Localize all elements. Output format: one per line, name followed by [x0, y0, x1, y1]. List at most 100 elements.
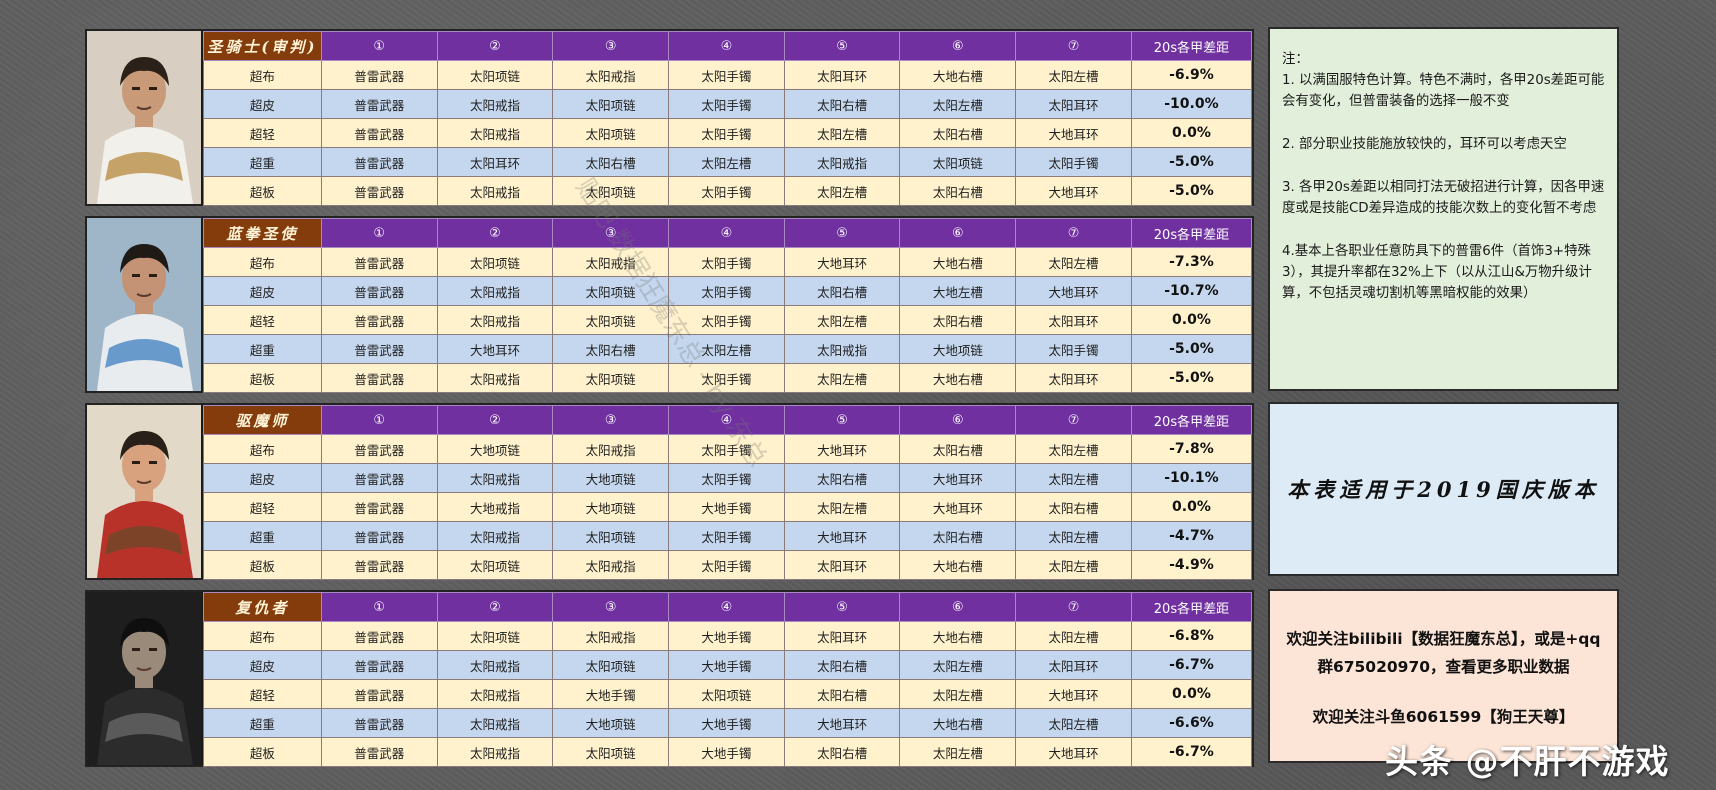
diff-value: -5.0% — [1130, 176, 1253, 206]
slot-header: ③ — [552, 218, 670, 248]
equipment-cell: 太阳耳环 — [436, 147, 554, 177]
table-row: 超板 普雷武器 太阳戒指 太阳项链 大地手镯 太阳右槽 太阳左槽 大地耳环 -6.7% — [203, 737, 1253, 767]
slot-header: ② — [436, 405, 554, 435]
table-row: 超布 普雷武器 太阳项链 太阳戒指 太阳手镯 大地耳环 大地右槽 太阳左槽 -7.3% — [203, 247, 1253, 277]
equipment-cell: 太阳项链 — [436, 60, 554, 90]
armor-type: 超板 — [203, 176, 322, 206]
diff-header: 20s各甲差距 — [1130, 405, 1253, 435]
slot-header: ④ — [668, 592, 785, 622]
equipment-cell: 大地耳环 — [1015, 176, 1132, 206]
equipment-cell: 大地耳环 — [1015, 118, 1132, 148]
equipment-cell: 大地耳环 — [899, 463, 1017, 493]
diff-value: -6.7% — [1130, 650, 1253, 680]
equipment-cell: 太阳项链 — [552, 363, 670, 393]
armor-type: 超轻 — [203, 492, 322, 522]
equipment-cell: 太阳右槽 — [783, 276, 901, 306]
equipment-cell: 太阳左槽 — [1015, 463, 1132, 493]
equipment-cell: 大地右槽 — [899, 60, 1017, 90]
equipment-cell: 太阳项链 — [552, 737, 670, 767]
diff-value: -6.8% — [1130, 621, 1253, 651]
equipment-cell: 大地手镯 — [668, 737, 785, 767]
slot-header: ⑤ — [783, 31, 901, 61]
slot-header: ⑥ — [899, 592, 1017, 622]
equipment-cell: 太阳左槽 — [899, 679, 1017, 709]
equipment-table: 圣骑士(审判) ① ② ③ ④ ⑤ ⑥ ⑦ 20s各甲差距 超布 普雷武器 太阳项链 太阳戒指 太阳手镯太… — [203, 31, 1253, 206]
equipment-cell: 普雷武器 — [320, 276, 438, 306]
equipment-cell: 太阳左槽 — [783, 363, 901, 393]
diff-value: -6.7% — [1130, 737, 1253, 767]
slot-header: ⑤ — [783, 218, 901, 248]
equipment-cell: 大地项链 — [436, 434, 554, 464]
equipment-cell: 太阳手镯 — [1015, 334, 1132, 364]
equipment-cell: 大地项链 — [552, 463, 670, 493]
slot-header: ① — [320, 218, 438, 248]
equipment-cell: 普雷武器 — [320, 492, 438, 522]
table-row: 超皮 普雷武器 太阳戒指 太阳项链 太阳手镯 太阳右槽 大地左槽 大地耳环 -10.7% — [203, 276, 1253, 306]
armor-type: 超轻 — [203, 305, 322, 335]
diff-value: -6.9% — [1130, 60, 1253, 90]
slot-header: ② — [436, 592, 554, 622]
armor-type: 超板 — [203, 363, 322, 393]
equipment-cell: 普雷武器 — [320, 247, 438, 277]
equipment-cell: 太阳右槽 — [783, 650, 901, 680]
equipment-cell: 太阳戒指 — [552, 621, 670, 651]
diff-value: 0.0% — [1130, 679, 1253, 709]
equipment-cell: 太阳耳环 — [1015, 650, 1132, 680]
equipment-cell: 太阳左槽 — [1015, 621, 1132, 651]
slot-header: ① — [320, 592, 438, 622]
equipment-cell: 大地耳环 — [1015, 276, 1132, 306]
diff-value: -7.3% — [1130, 247, 1253, 277]
equipment-cell: 太阳戒指 — [552, 247, 670, 277]
diff-value: -4.7% — [1130, 521, 1253, 551]
equipment-cell: 太阳耳环 — [1015, 363, 1132, 393]
equipment-cell: 太阳项链 — [552, 89, 670, 119]
class-name: 蓝拳圣使 — [203, 218, 322, 248]
diff-value: 0.0% — [1130, 118, 1253, 148]
equipment-cell: 太阳手镯 — [668, 550, 785, 580]
version-note: 本表适用于2019国庆版本 — [1287, 477, 1600, 502]
class-portrait — [87, 405, 201, 578]
diff-value: -7.8% — [1130, 434, 1253, 464]
equipment-cell: 普雷武器 — [320, 363, 438, 393]
equipment-cell: 大地耳环 — [899, 492, 1017, 522]
armor-type: 超皮 — [203, 650, 322, 680]
class-portrait — [87, 218, 201, 391]
equipment-cell: 太阳戒指 — [783, 334, 901, 364]
equipment-cell: 太阳项链 — [668, 679, 785, 709]
table-row: 超布 普雷武器 大地项链 太阳戒指 太阳手镯 大地耳环 太阳右槽 太阳左槽 -7.8% — [203, 434, 1253, 464]
equipment-cell: 太阳右槽 — [899, 118, 1017, 148]
table-row: 超轻 普雷武器 太阳戒指 太阳项链 太阳手镯 太阳左槽 太阳右槽 太阳耳环 0.0% — [203, 305, 1253, 335]
equipment-cell: 太阳项链 — [899, 147, 1017, 177]
equipment-cell: 太阳左槽 — [1015, 708, 1132, 738]
follow-line-2: 欢迎关注斗鱼6061599【狗王天尊】 — [1312, 708, 1575, 726]
equipment-cell: 大地耳环 — [783, 434, 901, 464]
equipment-table: 驱魔师 ① ② ③ ④ ⑤ ⑥ ⑦ 20s各甲差距 超布 普雷武器 大地项链 太阳戒指 太阳手镯 大地耳环太… — [203, 405, 1253, 580]
equipment-cell: 太阳戒指 — [436, 89, 554, 119]
equipment-cell: 太阳项链 — [552, 176, 670, 206]
class-block: 蓝拳圣使 ① ② ③ ④ ⑤ ⑥ ⑦ 20s各甲差距 超布 普雷武器 太阳项链 太阳戒指 太阳手镯 大地耳环… — [85, 216, 1254, 393]
equipment-cell: 普雷武器 — [320, 621, 438, 651]
armor-type: 超重 — [203, 521, 322, 551]
equipment-cell: 太阳戒指 — [552, 60, 670, 90]
equipment-cell: 大地右槽 — [899, 708, 1017, 738]
equipment-cell: 大地耳环 — [783, 708, 901, 738]
armor-type: 超重 — [203, 147, 322, 177]
equipment-cell: 太阳戒指 — [436, 737, 554, 767]
armor-type: 超布 — [203, 247, 322, 277]
equipment-cell: 太阳戒指 — [436, 463, 554, 493]
armor-type: 超皮 — [203, 276, 322, 306]
equipment-cell: 普雷武器 — [320, 60, 438, 90]
slot-header: ⑦ — [1015, 31, 1132, 61]
equipment-cell: 普雷武器 — [320, 550, 438, 580]
equipment-cell: 太阳右槽 — [899, 305, 1017, 335]
slot-header: ⑦ — [1015, 218, 1132, 248]
equipment-cell: 太阳项链 — [436, 247, 554, 277]
equipment-cell: 太阳耳环 — [783, 621, 901, 651]
equipment-cell: 太阳戒指 — [436, 708, 554, 738]
class-block: 复仇者 ① ② ③ ④ ⑤ ⑥ ⑦ 20s各甲差距 超布 普雷武器 太阳项链 太阳戒指 大地手镯 太阳耳环大… — [85, 590, 1254, 767]
slot-header: ⑥ — [899, 218, 1017, 248]
equipment-cell: 太阳左槽 — [899, 737, 1017, 767]
equipment-cell: 太阳左槽 — [1015, 434, 1132, 464]
table-row: 超皮 普雷武器 太阳戒指 太阳项链 大地手镯 太阳右槽 太阳左槽 太阳耳环 -6.7% — [203, 650, 1253, 680]
table-row: 超皮 普雷武器 太阳戒指 太阳项链 太阳手镯 太阳右槽 太阳左槽 太阳耳环 -10.0% — [203, 89, 1253, 119]
